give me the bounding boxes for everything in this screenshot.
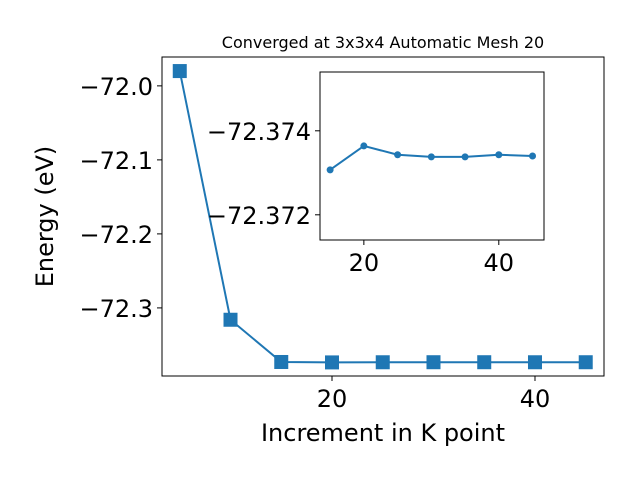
y-tick-label: −72.0 — [79, 73, 153, 101]
marker — [461, 153, 469, 161]
marker — [394, 151, 402, 159]
marker — [527, 355, 542, 370]
plot-frame — [161, 56, 605, 377]
x-axis-label: Increment in K point — [261, 419, 505, 447]
marker — [274, 354, 289, 369]
marker — [529, 152, 537, 160]
x-tick-label: 20 — [317, 385, 348, 413]
marker — [360, 142, 368, 150]
marker — [477, 355, 492, 370]
y-axis-label: Energy (eV) — [31, 146, 59, 288]
marker — [495, 151, 503, 159]
y-tick-label: −72.1 — [79, 147, 153, 175]
marker — [426, 355, 441, 370]
marker — [172, 64, 187, 79]
marker — [578, 355, 593, 370]
y-tick-label: −72.374 — [207, 118, 311, 146]
chart-title: Converged at 3x3x4 Automatic Mesh 20 — [222, 33, 544, 52]
y-tick-label: −72.3 — [79, 295, 153, 323]
marker — [427, 153, 435, 161]
x-tick-label: 40 — [484, 249, 515, 277]
marker — [325, 355, 339, 370]
x-tick-label: 20 — [349, 249, 380, 277]
y-tick-label: −72.372 — [207, 202, 311, 230]
plot-frame — [319, 71, 545, 241]
marker — [223, 312, 238, 327]
x-tick-label: 40 — [520, 385, 551, 413]
y-tick-label: −72.2 — [79, 221, 153, 249]
marker — [375, 355, 390, 370]
marker — [326, 166, 334, 174]
